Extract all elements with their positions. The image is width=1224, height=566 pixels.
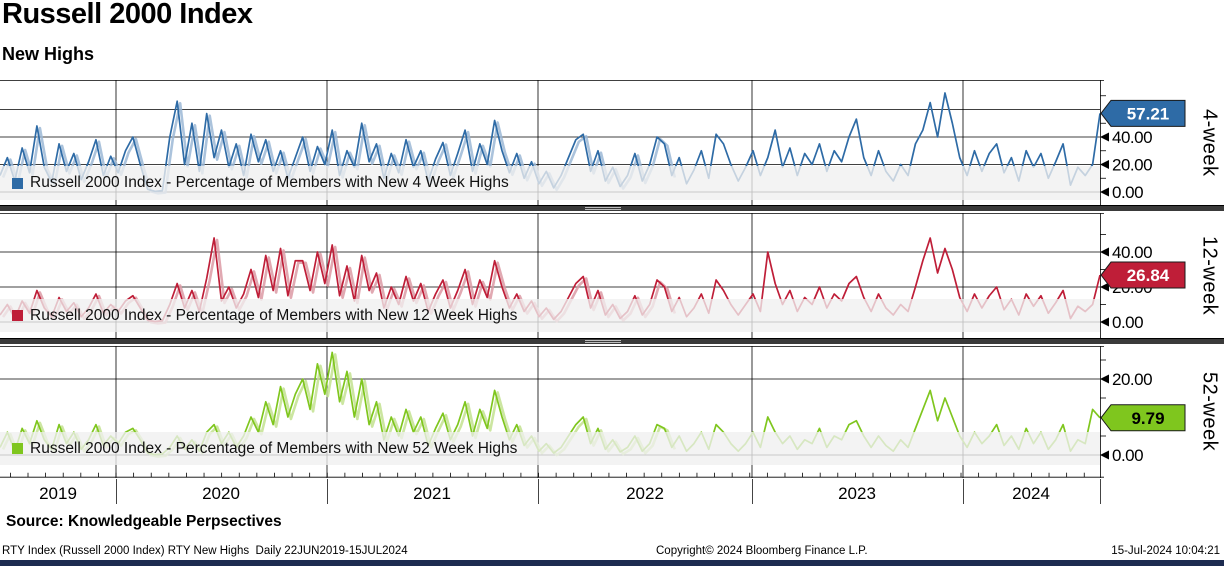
svg-text:40.00: 40.00 bbox=[1112, 128, 1152, 147]
legend-4week[interactable]: Russell 2000 Index - Percentage of Membe… bbox=[0, 166, 1100, 200]
svg-text:9.79: 9.79 bbox=[1131, 409, 1164, 428]
x-tick-2024: 2024 bbox=[1012, 484, 1050, 503]
year-divider bbox=[752, 479, 753, 504]
footer-timestamp: 15-Jul-2024 10:04:21 bbox=[1111, 545, 1220, 557]
svg-text:0.00: 0.00 bbox=[1112, 446, 1143, 465]
x-tick-2019: 2019 bbox=[39, 484, 77, 503]
plot-4week[interactable]: 0.00 20.00 40.00 57.21 bbox=[0, 80, 1224, 205]
page-subtitle: New Highs bbox=[2, 44, 95, 64]
legend-label-52week: Russell 2000 Index - Percentage of Membe… bbox=[30, 439, 518, 457]
svg-text:20.00: 20.00 bbox=[1112, 370, 1152, 389]
legend-swatch-12week-icon bbox=[12, 310, 23, 321]
year-divider bbox=[327, 479, 328, 504]
panel-axis-label-52week: 52-week bbox=[1198, 372, 1221, 452]
legend-swatch-4week-icon bbox=[12, 177, 23, 189]
legend-label-12week: Russell 2000 Index - Percentage of Membe… bbox=[30, 306, 518, 324]
svg-text:0.00: 0.00 bbox=[1112, 183, 1143, 202]
panel-resize-handle-icon[interactable] bbox=[585, 340, 621, 343]
year-divider bbox=[116, 479, 117, 504]
legend-52week[interactable]: Russell 2000 Index - Percentage of Membe… bbox=[0, 432, 1100, 465]
x-tick-2022: 2022 bbox=[626, 484, 664, 503]
year-divider bbox=[1100, 479, 1101, 504]
panel-axis-label-12week: 12-week bbox=[1198, 235, 1221, 316]
page-title: Russell 2000 Index bbox=[2, 0, 253, 30]
svg-text:0.00: 0.00 bbox=[1112, 313, 1143, 332]
x-tick-2020: 2020 bbox=[202, 484, 240, 503]
legend-label-4week: Russell 2000 Index - Percentage of Membe… bbox=[30, 174, 509, 191]
svg-text:40.00: 40.00 bbox=[1112, 243, 1152, 262]
panel-separator[interactable] bbox=[0, 205, 1224, 213]
legend-12week[interactable]: Russell 2000 Index - Percentage of Membe… bbox=[0, 299, 1100, 332]
footer-copyright: Copyright© 2024 Bloomberg Finance L.P. bbox=[656, 545, 868, 557]
svg-text:20.00: 20.00 bbox=[1112, 156, 1152, 175]
year-divider bbox=[538, 479, 539, 504]
source-line: Source: Knowledgeable Perpsectives bbox=[6, 513, 282, 530]
terminal-bottom-bar bbox=[0, 560, 1224, 566]
svg-text:57.21: 57.21 bbox=[1127, 104, 1170, 123]
panel-resize-handle-icon[interactable] bbox=[585, 207, 621, 210]
year-divider bbox=[963, 479, 964, 504]
panel-axis-label-4week: 4-week bbox=[1198, 108, 1221, 177]
x-tick-2021: 2021 bbox=[413, 484, 451, 503]
svg-text:26.84: 26.84 bbox=[1127, 266, 1170, 285]
x-tick-2023: 2023 bbox=[838, 484, 876, 503]
panel-separator[interactable] bbox=[0, 338, 1224, 346]
footer-ticker-info: RTY Index (Russell 2000 Index) RTY New H… bbox=[2, 545, 408, 557]
legend-swatch-52week-icon bbox=[12, 443, 23, 454]
